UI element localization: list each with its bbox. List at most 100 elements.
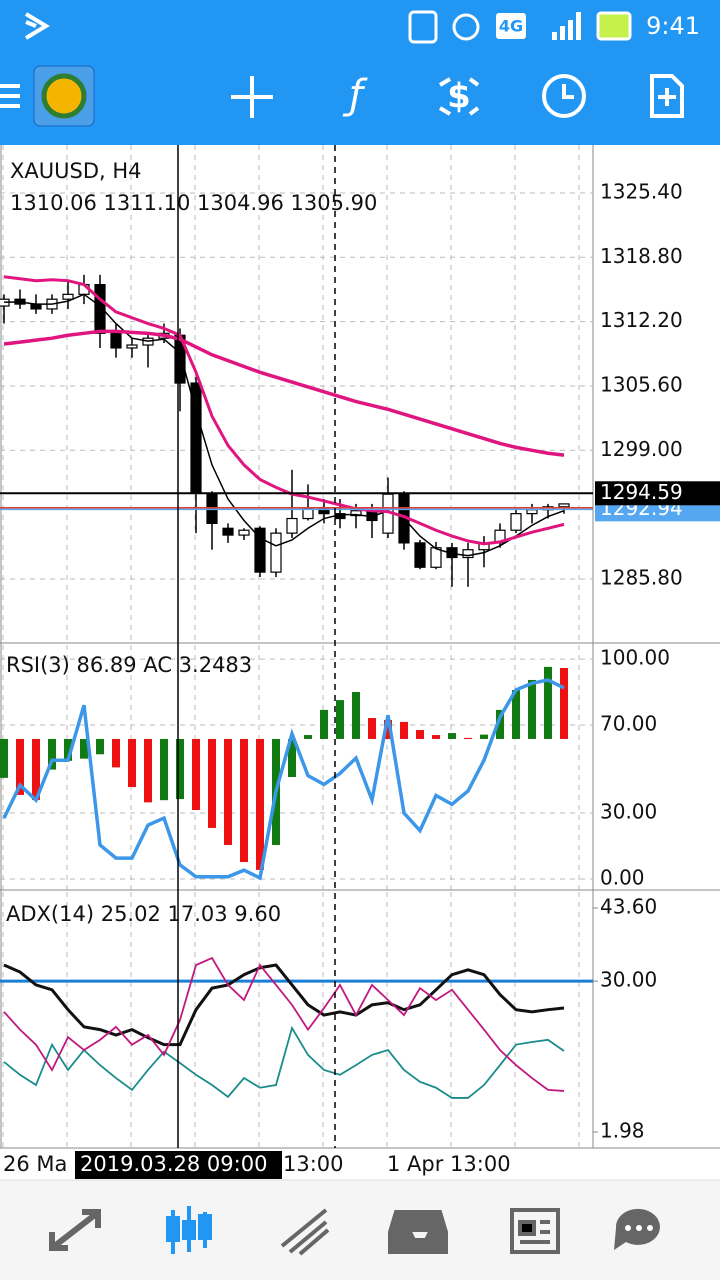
quotes-tab[interactable] (49, 1209, 101, 1251)
alarm-icon (452, 13, 480, 41)
history-tab[interactable] (388, 1210, 448, 1254)
y-tick-label: 1.98 (600, 1118, 645, 1142)
vibrate-icon (408, 10, 438, 44)
bid-label: 1294.59 (600, 480, 683, 504)
y-tick-label: 30.00 (600, 800, 657, 824)
y-tick-label: 43.60 (600, 894, 657, 918)
indicator-line (3, 956, 565, 1092)
ac-bar (0, 738, 8, 778)
y-tick-label: 1318.80 (600, 244, 683, 268)
timeframe-button[interactable] (542, 74, 586, 118)
trade-button[interactable] (438, 77, 480, 116)
y-tick-label: 1285.80 (600, 565, 683, 589)
mt4-logo-mark (41, 73, 87, 119)
chat-dot (625, 1225, 631, 1231)
y-tick-label: 0.00 (600, 866, 645, 890)
timeframe-hands (562, 84, 574, 99)
chart-area: 1325.40 1318.80 1312.20 1305.60 1299.00 1285.… (0, 145, 720, 1179)
candle-body (350, 510, 362, 517)
new-order-button[interactable] (650, 74, 684, 118)
chart-tab[interactable] (166, 1206, 212, 1254)
bid-badge (595, 481, 720, 506)
ac-bar (16, 738, 24, 795)
news-tab[interactable] (510, 1208, 560, 1254)
candle-body (526, 509, 538, 515)
candle-body (94, 283, 106, 334)
ac-bar (176, 738, 184, 800)
clock: 9:41 (646, 12, 700, 40)
candle-body (62, 293, 74, 300)
menu-button[interactable] (0, 84, 20, 108)
y-tick-label: 30.00 (600, 968, 657, 992)
ac-bar (544, 666, 552, 739)
signal-icon (552, 12, 581, 40)
symbol-title: XAUUSD, H4 (10, 159, 142, 183)
indicator-line (3, 963, 565, 1047)
ac-bar (224, 738, 232, 845)
cursor-badge (75, 1151, 282, 1179)
network-badge (496, 13, 526, 39)
y-tick-label: 1305.60 (600, 372, 683, 396)
ac-bar (496, 709, 504, 739)
ac-bar (336, 700, 344, 739)
adx-label: ADX(14) 25.02 17.03 9.60 (6, 902, 281, 926)
y-tick-label: 70.00 (600, 712, 657, 736)
ohlc-values: 1310.06 1311.10 1304.96 1305.90 (10, 191, 377, 215)
ac-bar (208, 738, 216, 828)
rsi-label: RSI(3) 86.89 AC 3.2483 (6, 653, 252, 677)
chat-dot (636, 1225, 642, 1231)
ac-bar (432, 735, 440, 739)
candle-body (430, 547, 442, 568)
candle-body (558, 503, 570, 508)
ac-bar (64, 738, 72, 761)
ac-bar (480, 734, 488, 739)
candle-body (510, 513, 522, 531)
news-tab-lines (518, 1220, 550, 1244)
candle-body (126, 344, 138, 349)
cursor-time: 2019.03.28 09:00 (80, 1152, 267, 1176)
indicator-line (3, 329, 565, 457)
ac-bar (368, 717, 376, 739)
ac-bar (304, 735, 312, 739)
ac-bar (160, 738, 168, 801)
ac-bar (416, 730, 424, 739)
battery-icon (596, 11, 632, 41)
x-tick-label: 1 Apr 13:00 (387, 1152, 511, 1176)
candle-body (462, 549, 474, 559)
ac-bar (32, 738, 40, 800)
trade-tab[interactable] (280, 1208, 330, 1256)
ac-bar (464, 737, 472, 739)
y-tick-label: 1325.40 (600, 179, 683, 203)
trade-button-mark: $ (447, 77, 471, 117)
crosshair-button[interactable] (231, 76, 273, 118)
y-tick-label: 100.00 (600, 646, 670, 670)
ac-bar (384, 719, 392, 739)
candle-body (302, 508, 314, 520)
ac-bar (240, 738, 248, 863)
ac-bar (352, 691, 360, 739)
candle-body (238, 529, 250, 536)
candle-body (286, 517, 298, 534)
chat-dot (647, 1225, 653, 1231)
x-tick-label: 26 Ma (3, 1152, 67, 1176)
x-tick-label: 13:00 (283, 1152, 344, 1176)
ac-bar (80, 738, 88, 759)
ac-bar (112, 738, 120, 768)
ac-bar (320, 709, 328, 739)
ac-bar (512, 690, 520, 739)
ac-bar (256, 738, 264, 870)
ac-bar (288, 738, 296, 778)
bottom-nav (0, 1180, 720, 1280)
indicator-line (3, 1025, 565, 1099)
ac-bar (128, 738, 136, 788)
ac-bar (560, 667, 568, 739)
candle-body (270, 532, 282, 573)
indicator-line (2, 678, 565, 881)
ac-bar (448, 733, 456, 739)
ac-bar (48, 738, 56, 770)
candle-body (414, 542, 426, 568)
app-icon (24, 12, 50, 40)
indicator-line (3, 275, 565, 546)
